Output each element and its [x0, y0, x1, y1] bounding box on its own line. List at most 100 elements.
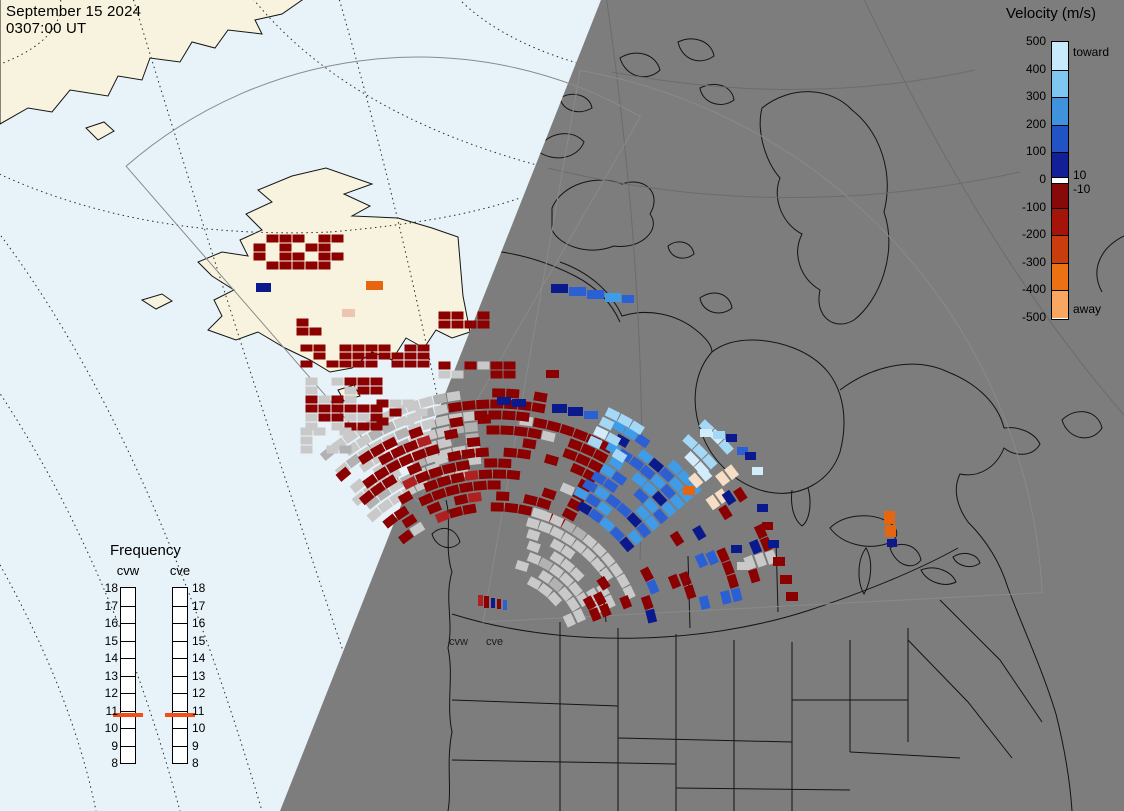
graticule-line [337, 0, 483, 646]
velocity-cell [549, 551, 565, 566]
velocity-cell [415, 408, 428, 417]
velocity-cell [572, 428, 589, 442]
velocity-cell [490, 370, 503, 379]
velocity-cell [318, 243, 331, 252]
away-label: away [1073, 302, 1102, 316]
velocity-cell [587, 458, 604, 474]
velocity-cell [378, 344, 391, 352]
velocity-cell [339, 360, 352, 368]
velocity-cell [588, 508, 605, 524]
velocity-cell [367, 427, 384, 442]
frequency-tick-label: 13 [192, 668, 206, 683]
velocity-cell [474, 410, 488, 421]
velocity-cell [610, 419, 627, 434]
velocity-cell [622, 585, 636, 600]
velocity-cell [576, 500, 593, 516]
velocity-cell [504, 502, 519, 514]
toward-label: toward [1073, 45, 1110, 59]
velocity-cell [724, 464, 740, 481]
velocity-cell [748, 539, 763, 555]
velocity-cell [318, 252, 331, 261]
velocity-cell [548, 577, 564, 593]
velocity-cell [661, 501, 677, 517]
velocity-cell [305, 395, 318, 404]
velocity-cell [697, 466, 713, 482]
velocity-colorbar-segment [1052, 97, 1068, 125]
coastline-outline [675, 787, 851, 791]
velocity-cell [645, 608, 658, 624]
velocity-cell [635, 522, 652, 539]
velocity-cell [418, 492, 434, 507]
velocity-cell [266, 234, 279, 243]
velocity-tick-label: 200 [1025, 116, 1046, 131]
velocity-cell [449, 416, 464, 428]
velocity-cell [600, 552, 616, 568]
day-landmass [85, 121, 115, 141]
velocity-cell [560, 558, 575, 573]
coastline-outline [535, 133, 585, 159]
velocity-cell [313, 427, 326, 436]
graticule-line [547, 167, 1021, 198]
velocity-cell [639, 566, 654, 583]
velocity-cell [445, 484, 460, 497]
velocity-cell [339, 344, 352, 352]
velocity-cell [279, 252, 292, 261]
velocity-cell [305, 404, 318, 413]
velocity-cell [296, 318, 309, 327]
frequency-marker [113, 712, 143, 717]
velocity-cell [628, 456, 645, 472]
velocity-cell [616, 573, 630, 589]
velocity-cell [279, 234, 292, 243]
velocity-cell [525, 517, 540, 530]
frequency-box-segment [121, 675, 135, 693]
coastline-outline [920, 567, 957, 585]
velocity-cell [759, 536, 773, 552]
velocity-cell [318, 261, 331, 270]
velocity-cell [611, 448, 628, 463]
velocity-cell [451, 311, 464, 320]
velocity-cell [585, 493, 602, 508]
velocity-cell [573, 486, 589, 501]
velocity-cell [431, 488, 447, 501]
velocity-cell [591, 542, 607, 558]
velocity-cell [475, 447, 489, 458]
velocity-cell [716, 547, 730, 563]
velocity-cell [391, 352, 404, 360]
velocity-cell [526, 528, 541, 542]
velocity-cell [537, 521, 553, 534]
velocity-cell [305, 377, 318, 386]
velocity-cell [488, 410, 502, 420]
velocity-cell [652, 508, 669, 525]
velocity-cell [428, 466, 444, 479]
velocity-cell [596, 501, 613, 517]
velocity-cell [726, 434, 737, 442]
frequency-tick-label: 18 [104, 581, 118, 595]
velocity-cell [441, 462, 457, 475]
velocity-cell [549, 514, 565, 528]
velocity-cell [467, 492, 482, 503]
velocity-cell [378, 352, 391, 360]
velocity-cell [389, 490, 405, 506]
velocity-cell [619, 594, 633, 610]
velocity-tick-label: 100 [1025, 144, 1046, 159]
velocity-cell [786, 592, 798, 601]
velocity-cell [549, 538, 565, 553]
velocity-cell [318, 395, 331, 404]
velocity-cell [423, 479, 439, 493]
velocity-cell [780, 575, 792, 584]
velocity-cell [339, 427, 352, 436]
graticule-line [611, 69, 976, 90]
velocity-cell [365, 344, 378, 352]
velocity-cell [344, 404, 357, 413]
frequency-tick-label: 8 [111, 756, 118, 770]
velocity-cell [692, 443, 708, 460]
velocity-cell [391, 360, 404, 368]
graticule-line [329, 197, 521, 233]
velocity-cell [385, 459, 402, 474]
coastline-outline [677, 38, 715, 62]
velocity-cell [599, 463, 616, 478]
velocity-cell [357, 404, 370, 413]
velocity-cell [434, 415, 450, 427]
velocity-cell [599, 516, 615, 533]
frequency-tick-label: 16 [192, 616, 206, 630]
